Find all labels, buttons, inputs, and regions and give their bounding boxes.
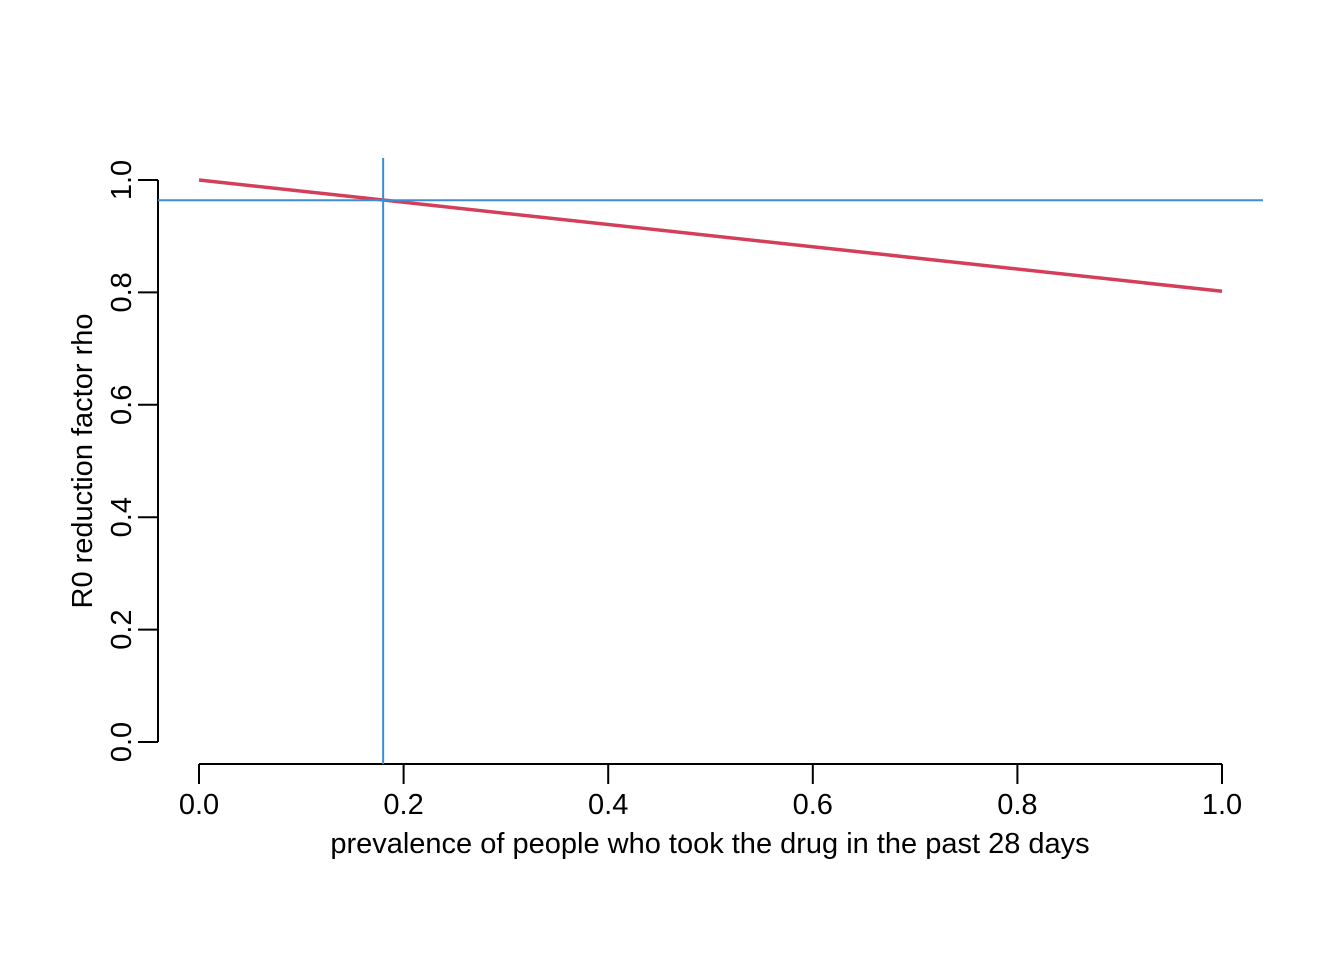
x-tick-label-1: 0.2: [383, 789, 423, 821]
x-tick-label-4: 0.8: [997, 789, 1037, 821]
axes: 0.0 0.2 0.4 0.6 0.8 1.0 0.0 0.2 0.4 0.6 0.8 1.0: [106, 160, 1242, 821]
plot-area: [158, 158, 1263, 764]
y-tick-label-5: 1.0: [106, 160, 138, 200]
y-tick-label-1: 0.2: [106, 609, 138, 649]
x-axis-title: prevalence of people who took the drug i…: [330, 828, 1089, 860]
x-tick-label-0: 0.0: [179, 789, 219, 821]
y-tick-label-4: 0.8: [106, 272, 138, 312]
x-tick-label-3: 0.6: [793, 789, 833, 821]
y-tick-label-2: 0.4: [106, 497, 138, 537]
y-tick-label-0: 0.0: [106, 722, 138, 762]
x-tick-label-5: 1.0: [1202, 789, 1242, 821]
series-line-0: [198, 178, 1223, 294]
y-tick-label-3: 0.6: [106, 385, 138, 425]
x-tick-label-2: 0.4: [588, 789, 628, 821]
y-axis-title: R0 reduction factor rho: [67, 314, 99, 609]
